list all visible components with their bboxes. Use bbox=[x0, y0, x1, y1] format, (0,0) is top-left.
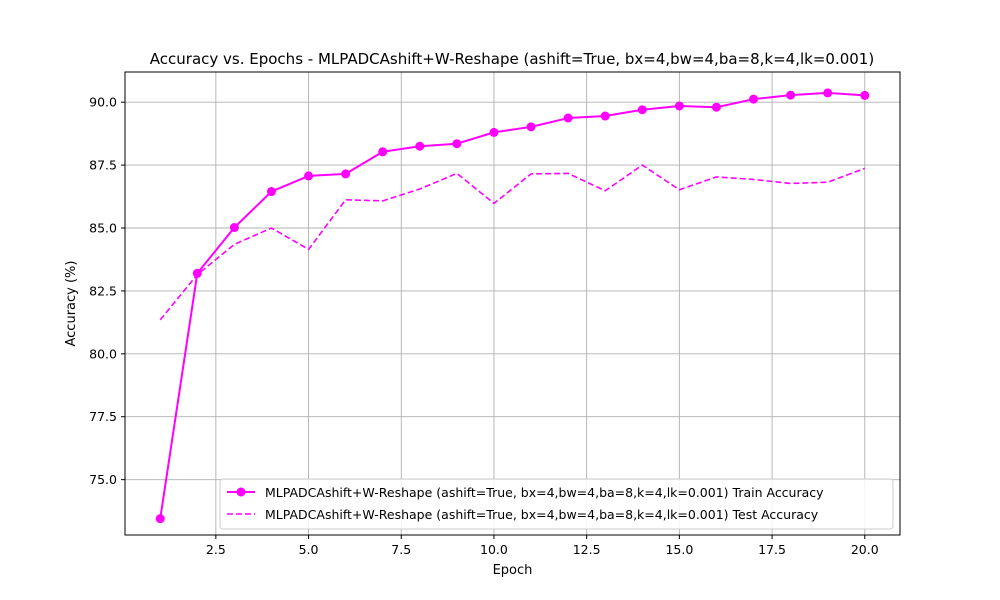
chart-title: Accuracy vs. Epochs - MLPADCAshift+W-Res… bbox=[150, 50, 874, 68]
legend-test-label: MLPADCAshift+W-Reshape (ashift=True, bx=… bbox=[265, 507, 819, 522]
y-tick-label: 75.0 bbox=[89, 472, 117, 487]
y-tick-label: 82.5 bbox=[89, 283, 117, 298]
legend-train-label: MLPADCAshift+W-Reshape (ashift=True, bx=… bbox=[265, 485, 824, 500]
x-axis-label: Epoch bbox=[493, 563, 533, 578]
test-accuracy-line bbox=[159, 164, 866, 321]
train-accuracy-point bbox=[786, 90, 796, 100]
train-accuracy-point bbox=[489, 127, 499, 137]
train-accuracy-point bbox=[192, 268, 202, 278]
legend: MLPADCAshift+W-Reshape (ashift=True, bx=… bbox=[219, 478, 894, 530]
x-tick-label: 12.5 bbox=[573, 542, 601, 557]
x-tick-label: 2.5 bbox=[206, 542, 226, 557]
train-accuracy-point bbox=[341, 169, 351, 179]
train-accuracy-point bbox=[526, 122, 536, 132]
legend-train-marker bbox=[236, 487, 246, 497]
grid bbox=[125, 72, 900, 535]
train-accuracy-point bbox=[304, 171, 314, 181]
legend-box bbox=[219, 478, 894, 530]
train-accuracy-point bbox=[155, 514, 165, 524]
x-tick-label: 15.0 bbox=[665, 542, 693, 557]
y-tick-label: 80.0 bbox=[89, 346, 117, 361]
plot-frame bbox=[124, 71, 901, 536]
train-accuracy-point bbox=[860, 90, 870, 100]
train-accuracy-point bbox=[600, 111, 610, 121]
train-accuracy-point bbox=[452, 139, 462, 149]
x-tick-label: 17.5 bbox=[758, 542, 786, 557]
train-accuracy-point bbox=[415, 141, 425, 151]
y-tick-label: 85.0 bbox=[89, 221, 117, 236]
y-axis-label: Accuracy (%) bbox=[64, 261, 79, 347]
train-accuracy-point bbox=[674, 101, 684, 111]
train-accuracy-line bbox=[159, 91, 865, 519]
axis-ticks: 2.5 5.0 7.5 10.0 12.5 15.0 17.5 20.0 75.0 77.5 80.… bbox=[89, 95, 879, 557]
train-accuracy-point bbox=[749, 94, 759, 104]
y-tick-label: 87.5 bbox=[89, 158, 117, 173]
train-accuracy-point bbox=[266, 187, 276, 197]
train-accuracy-point bbox=[229, 223, 239, 233]
y-tick-label: 77.5 bbox=[89, 409, 117, 424]
x-tick-label: 5.0 bbox=[299, 542, 319, 557]
train-accuracy-point bbox=[823, 88, 833, 98]
train-accuracy-point bbox=[637, 105, 647, 115]
train-accuracy-point bbox=[711, 102, 721, 112]
y-tick-label: 90.0 bbox=[89, 95, 117, 110]
train-accuracy-point bbox=[378, 147, 388, 157]
x-tick-label: 20.0 bbox=[851, 542, 879, 557]
x-tick-label: 7.5 bbox=[391, 542, 411, 557]
train-accuracy-point bbox=[563, 113, 573, 123]
series-layer bbox=[155, 88, 870, 524]
x-tick-label: 10.0 bbox=[480, 542, 508, 557]
